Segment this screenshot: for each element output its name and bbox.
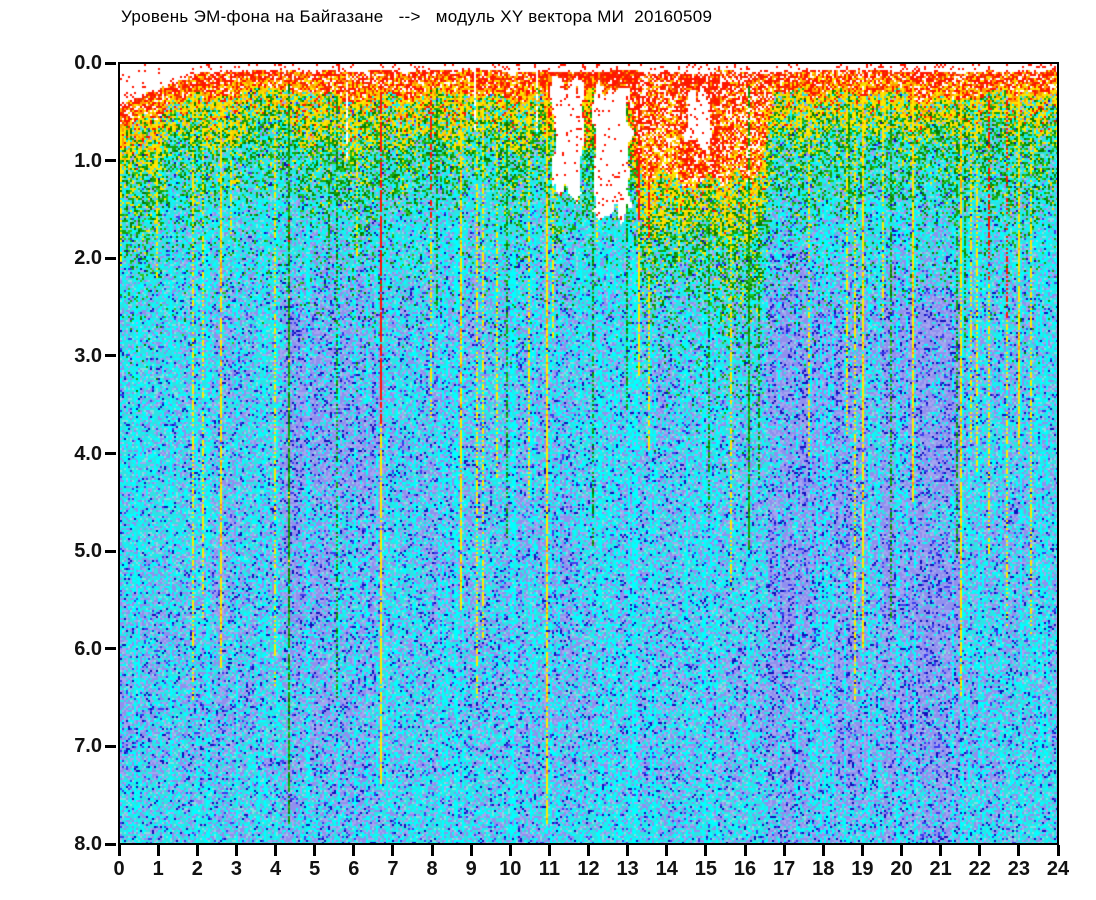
spectrogram-canvas: [120, 64, 1057, 843]
y-tick: [105, 61, 116, 65]
x-tick-label: 10: [499, 858, 522, 880]
x-tick: [939, 845, 943, 856]
x-tick: [704, 845, 708, 856]
y-tick: [105, 647, 116, 651]
y-tick-label: 8.0: [74, 833, 102, 855]
x-tick-label: 19: [851, 858, 874, 880]
x-tick-label: 16: [733, 858, 757, 880]
x-tick: [391, 845, 395, 856]
x-tick-label: 15: [694, 858, 717, 880]
x-tick: [665, 845, 669, 856]
x-tick-label: 0: [113, 858, 125, 880]
x-tick-label: 22: [968, 858, 991, 880]
x-tick-label: 24: [1046, 858, 1070, 880]
y-tick: [105, 744, 116, 748]
x-tick-label: 18: [812, 858, 835, 880]
x-tick-label: 12: [577, 858, 600, 880]
x-tick: [860, 845, 864, 856]
y-tick-label: 1.0: [74, 149, 102, 172]
x-tick-label: 23: [1007, 858, 1030, 880]
y-tick-label: 3.0: [74, 344, 102, 367]
x-tick: [1056, 845, 1060, 856]
x-tick-label: 14: [655, 858, 678, 880]
x-tick: [626, 845, 630, 856]
chart-title: Уровень ЭМ-фона на Байгазане --> модуль …: [121, 7, 713, 26]
plot-area: [118, 62, 1059, 845]
x-tick: [743, 845, 747, 856]
x-tick: [117, 845, 121, 856]
x-tick-label: 8: [426, 858, 438, 880]
y-tick-label: 0.0: [74, 52, 102, 74]
x-tick-label: 6: [348, 858, 360, 880]
x-tick-label: 13: [616, 858, 639, 880]
x-tick-label: 7: [387, 858, 399, 880]
y-tick: [105, 549, 116, 553]
x-tick: [978, 845, 982, 856]
y-tick-label: 5.0: [74, 540, 102, 563]
x-tick: [195, 845, 199, 856]
x-tick: [430, 845, 434, 856]
x-tick: [234, 845, 238, 856]
x-tick-label: 9: [465, 858, 477, 880]
y-tick: [105, 354, 116, 358]
x-tick-label: 3: [230, 858, 242, 880]
y-tick: [105, 842, 116, 846]
x-tick-label: 21: [929, 858, 952, 880]
y-tick-label: 4.0: [74, 442, 102, 465]
y-tick-label: 2.0: [74, 247, 102, 270]
x-tick-label: 2: [191, 858, 203, 880]
y-tick-label: 6.0: [74, 637, 102, 660]
x-tick: [156, 845, 160, 856]
x-tick-label: 11: [538, 858, 560, 880]
x-tick-label: 1: [152, 858, 164, 880]
y-tick: [105, 256, 116, 260]
x-tick-label: 17: [773, 858, 796, 880]
y-tick: [105, 452, 116, 455]
x-tick: [352, 845, 356, 856]
x-tick: [508, 845, 512, 856]
x-tick-label: 5: [309, 858, 321, 880]
x-tick-label: 20: [890, 858, 913, 880]
x-tick: [469, 845, 473, 856]
x-tick: [1017, 845, 1021, 856]
x-tick: [821, 845, 825, 856]
x-tick: [313, 845, 317, 856]
x-tick: [547, 845, 551, 856]
y-tick-label: 7.0: [74, 735, 102, 758]
x-tick: [900, 845, 903, 856]
x-tick: [782, 845, 786, 856]
x-tick: [587, 845, 590, 856]
y-tick: [105, 159, 116, 163]
x-tick-label: 4: [269, 858, 282, 880]
x-tick: [274, 845, 277, 856]
